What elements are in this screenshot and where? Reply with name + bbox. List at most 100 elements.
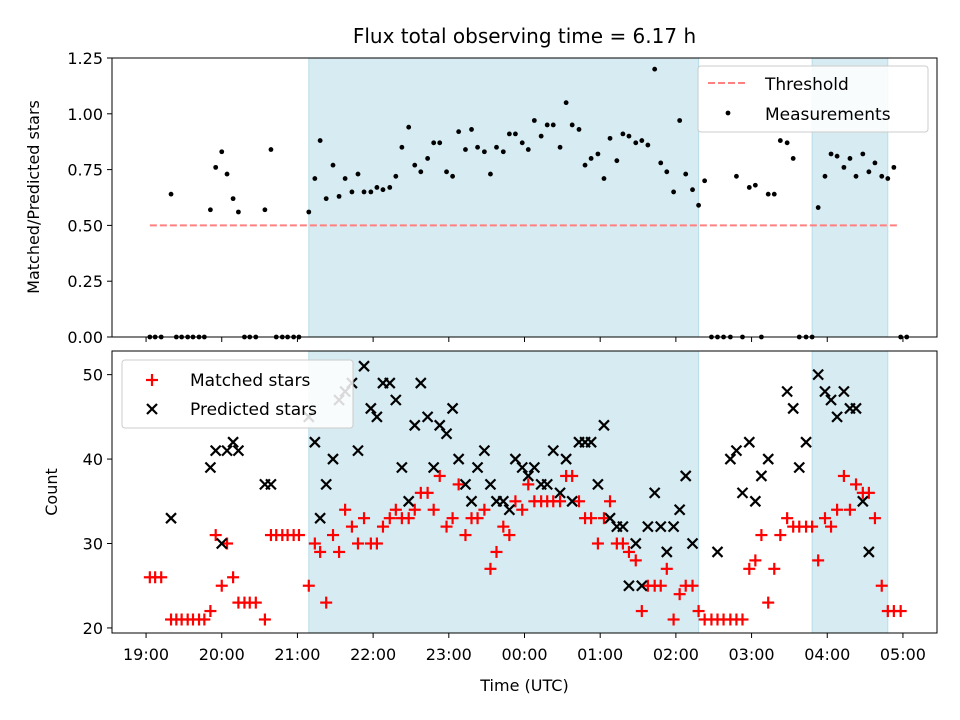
predicted-star-marker — [516, 461, 529, 474]
measurement-point — [406, 124, 412, 130]
matched-star-marker — [249, 596, 262, 609]
matched-star-marker — [818, 512, 831, 525]
measurement-point — [595, 151, 601, 157]
predicted-star-marker — [831, 411, 843, 423]
predicted-star-marker — [825, 394, 837, 406]
measurement-point — [601, 176, 607, 181]
predicted-star-marker — [446, 402, 459, 415]
measurement-point — [872, 160, 878, 166]
predicted-star-marker — [522, 470, 535, 482]
predicted-star-marker — [850, 402, 862, 415]
matched-star-marker — [660, 562, 673, 575]
predicted-star-marker — [415, 377, 427, 389]
measurement-point — [399, 144, 405, 150]
matched-star-marker — [292, 529, 305, 542]
measurement-point — [519, 140, 525, 146]
measurement-point — [671, 189, 677, 195]
matched-star-marker — [440, 520, 453, 533]
predicted-star-marker — [365, 402, 377, 415]
predicted-star-marker — [465, 495, 478, 508]
predicted-star-marker — [736, 487, 749, 499]
measurement-point — [765, 191, 771, 197]
count-shaded-interval-1 — [811, 350, 889, 634]
matched-star-marker — [308, 537, 321, 550]
measurement-point — [771, 191, 777, 197]
predicted-star-marker — [371, 411, 383, 423]
observing-shading — [308, 350, 889, 634]
predicted-star-marker — [654, 520, 667, 533]
observing-shading — [308, 57, 889, 338]
x-tick-label: 22:00 — [350, 645, 396, 664]
measurement-point — [213, 164, 219, 170]
measurement-point — [481, 149, 487, 155]
predicted-star-marker — [320, 478, 332, 491]
count-x-ticks: 19:00 20:00 21:00 22:00 23:00 00:00 01:00 02:00… — [123, 633, 926, 664]
measurement-point — [828, 151, 834, 157]
measurement-point — [569, 122, 575, 128]
predicted-star-marker — [309, 436, 321, 448]
measurement-point — [746, 185, 752, 190]
ratio-legend: Threshold Measurements — [697, 65, 929, 133]
measurement-point — [847, 156, 853, 161]
predicted-star-marker — [838, 385, 850, 398]
count-legend-box — [121, 359, 354, 429]
matched-star-marker — [302, 579, 315, 592]
predicted-star-marker — [471, 461, 484, 474]
measurement-point — [437, 140, 443, 146]
predicted-star-marker — [547, 444, 560, 457]
matched-star-marker — [503, 529, 516, 542]
measurement-point — [219, 149, 225, 155]
measurement-point — [336, 193, 342, 199]
matched-star-marker — [452, 478, 465, 491]
predicted-star-marker — [585, 436, 597, 448]
matched-star-marker — [402, 512, 415, 525]
measurement-point — [784, 140, 790, 146]
matched-star-marker — [446, 512, 459, 525]
predicted-star-marker — [592, 478, 604, 491]
predicted-star-marker — [209, 444, 222, 457]
measurement-point — [683, 171, 689, 177]
measurement-point — [652, 66, 658, 72]
measurement-point — [891, 164, 897, 170]
predicted-star-marker — [711, 546, 724, 558]
predicted-star-marker — [452, 453, 465, 465]
matched-star-marker — [774, 529, 787, 542]
x-tick-label: 05:00 — [880, 645, 926, 664]
predicted-star-marker — [629, 537, 642, 550]
predicted-star-marker — [165, 512, 177, 524]
matched-star-marker — [673, 588, 686, 601]
matched-star-marker — [686, 579, 699, 592]
measurement-point — [576, 127, 582, 132]
matched-star-marker — [351, 537, 364, 550]
predicted-star-marker — [819, 385, 831, 398]
measurement-point — [412, 162, 418, 168]
matched-star-marker — [862, 486, 875, 499]
measurement-point — [488, 171, 493, 177]
matched-star-marker — [376, 520, 389, 533]
matched-star-marker — [825, 520, 838, 533]
measurement-point — [664, 169, 670, 175]
matched-star-marker — [427, 503, 440, 516]
predicted-star-markers — [165, 360, 875, 592]
matched-star-marker — [850, 478, 863, 491]
matched-star-marker — [215, 579, 228, 592]
predicted-star-marker — [232, 444, 245, 457]
predicted-star-marker — [762, 453, 774, 465]
predicted-star-marker — [667, 520, 680, 533]
predicted-star-marker — [221, 444, 233, 457]
ratio-y-tick-label: 1.00 — [67, 105, 103, 124]
measurement-point — [312, 176, 318, 181]
measurement-point — [349, 189, 355, 195]
matched-star-marker — [383, 512, 396, 525]
matched-star-marker — [868, 512, 881, 525]
matched-star-marker — [389, 503, 402, 516]
count-y-tick-label: 50 — [83, 366, 103, 385]
predicted-star-marker — [314, 512, 326, 524]
ratio-y-tick-label: 0.00 — [67, 328, 103, 347]
measurement-point — [734, 173, 739, 179]
ratio-x-ticks — [145, 337, 904, 342]
measurement-point — [658, 160, 664, 166]
predicted-star-marker — [352, 444, 364, 457]
predicted-star-marker — [560, 453, 572, 465]
